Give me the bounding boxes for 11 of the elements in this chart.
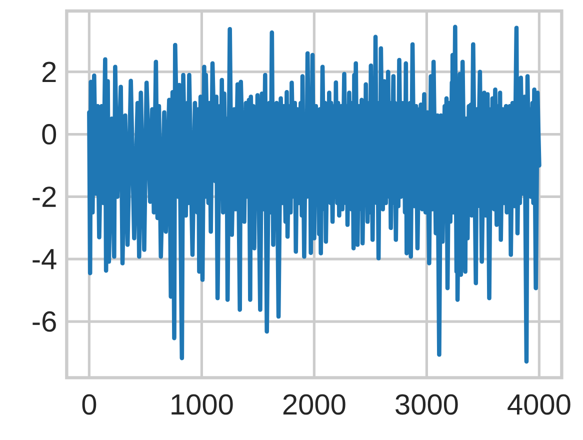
y-tick-label: -4 [32,249,56,270]
line-series [87,24,542,364]
x-tick-label: 0 [82,394,96,415]
x-tick-label: 4000 [508,394,570,415]
x-tick-label: 3000 [396,394,458,415]
y-tick-label: 0 [42,124,56,145]
y-tick-label: 2 [42,62,56,82]
y-tick-label: -6 [32,311,56,332]
y-tick-label: -2 [32,186,56,207]
x-tick-label: 1000 [172,394,233,415]
x-tick-label: 2000 [283,394,346,415]
